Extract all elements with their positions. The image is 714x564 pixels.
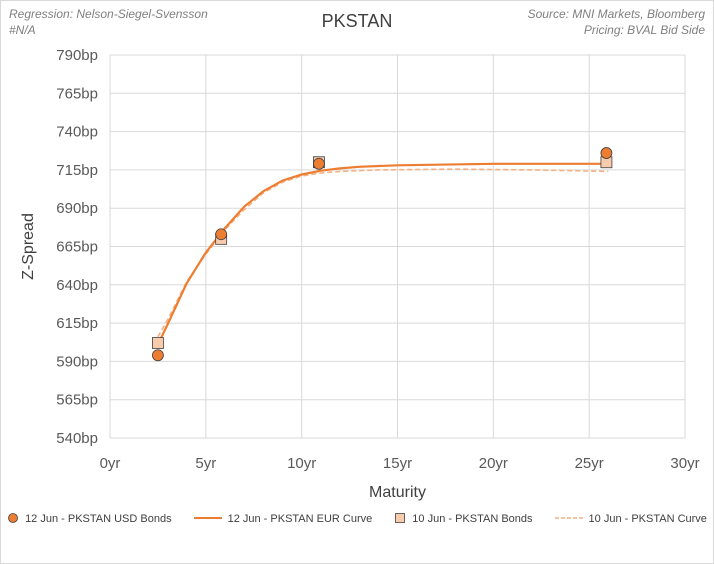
y-tick-label: 765bp bbox=[56, 85, 98, 102]
y-tick-label: 590bp bbox=[56, 353, 98, 370]
y-tick-label: 615bp bbox=[56, 315, 98, 332]
y-tick-label: 715bp bbox=[56, 162, 98, 179]
point-usd-bond bbox=[152, 349, 164, 362]
point-usd-bond bbox=[600, 147, 613, 159]
legend-label: 12 Jun - PKSTAN EUR Curve bbox=[227, 513, 373, 525]
y-tick-label: 790bp bbox=[56, 47, 98, 64]
y-tick-label: 665bp bbox=[56, 239, 98, 256]
tick-labels: 540bp 565bp 590bp 615bp 640bp 665bp 690bp 715bp… bbox=[56, 47, 699, 472]
legend-item: 10 Jun - PKSTAN Curve bbox=[554, 512, 707, 527]
legend: 12 Jun - PKSTAN USD Bonds 12 Jun - PKSTAN… bbox=[1, 509, 713, 529]
legend-item: 12 Jun - PKSTAN EUR Curve bbox=[193, 512, 373, 527]
legend-symbol bbox=[7, 512, 19, 527]
source-label: Source: MNI Markets, Bloomberg bbox=[527, 7, 705, 21]
legend-symbol bbox=[394, 512, 406, 527]
legend-symbol bbox=[193, 512, 222, 527]
regression-label: Regression: Nelson-Siegel-Svensson bbox=[9, 7, 208, 21]
header-left: Regression: Nelson-Siegel-Svensson #N/A bbox=[9, 6, 208, 38]
series-line-10jun-curve bbox=[157, 168, 609, 338]
series-line-eur-curve bbox=[156, 162, 609, 345]
y-tick-label: 540bp bbox=[56, 430, 98, 447]
x-tick-label: 20yr bbox=[479, 455, 508, 472]
x-tick-label: 0yr bbox=[100, 455, 121, 472]
na-label: #N/A bbox=[9, 23, 36, 37]
gridlines bbox=[109, 54, 686, 439]
legend-label: 10 Jun - PKSTAN Curve bbox=[588, 513, 707, 525]
y-tick-label: 690bp bbox=[56, 200, 98, 217]
point-usd-bond bbox=[313, 157, 325, 170]
legend-item: 12 Jun - PKSTAN USD Bonds bbox=[7, 512, 172, 527]
y-axis-label: Z-Spread bbox=[20, 213, 37, 280]
y-tick-label: 565bp bbox=[56, 392, 98, 409]
x-tick-label: 5yr bbox=[195, 455, 216, 472]
pricing-label: Pricing: BVAL Bid Side bbox=[583, 23, 705, 37]
point-usd-bond bbox=[215, 228, 228, 241]
y-tick-label: 640bp bbox=[56, 277, 98, 294]
y-tick-label: 740bp bbox=[56, 124, 98, 141]
x-tick-label: 15yr bbox=[383, 455, 412, 472]
x-tick-label: 10yr bbox=[287, 455, 316, 472]
legend-label: 12 Jun - PKSTAN USD Bonds bbox=[25, 513, 172, 525]
legend-item: 10 Jun - PKSTAN Bonds bbox=[394, 512, 533, 527]
x-axis-label: Maturity bbox=[369, 484, 426, 501]
x-tick-label: 25yr bbox=[575, 455, 604, 472]
legend-label: 10 Jun - PKSTAN Bonds bbox=[412, 513, 533, 525]
chart-title: PKSTAN bbox=[321, 11, 393, 31]
legend-symbol bbox=[554, 512, 583, 527]
x-tick-label: 30yr bbox=[670, 455, 699, 472]
series-layer bbox=[152, 147, 613, 362]
point-10jun-bond bbox=[152, 337, 164, 349]
header-right: Source: MNI Markets, Bloomberg Pricing: … bbox=[528, 6, 705, 38]
